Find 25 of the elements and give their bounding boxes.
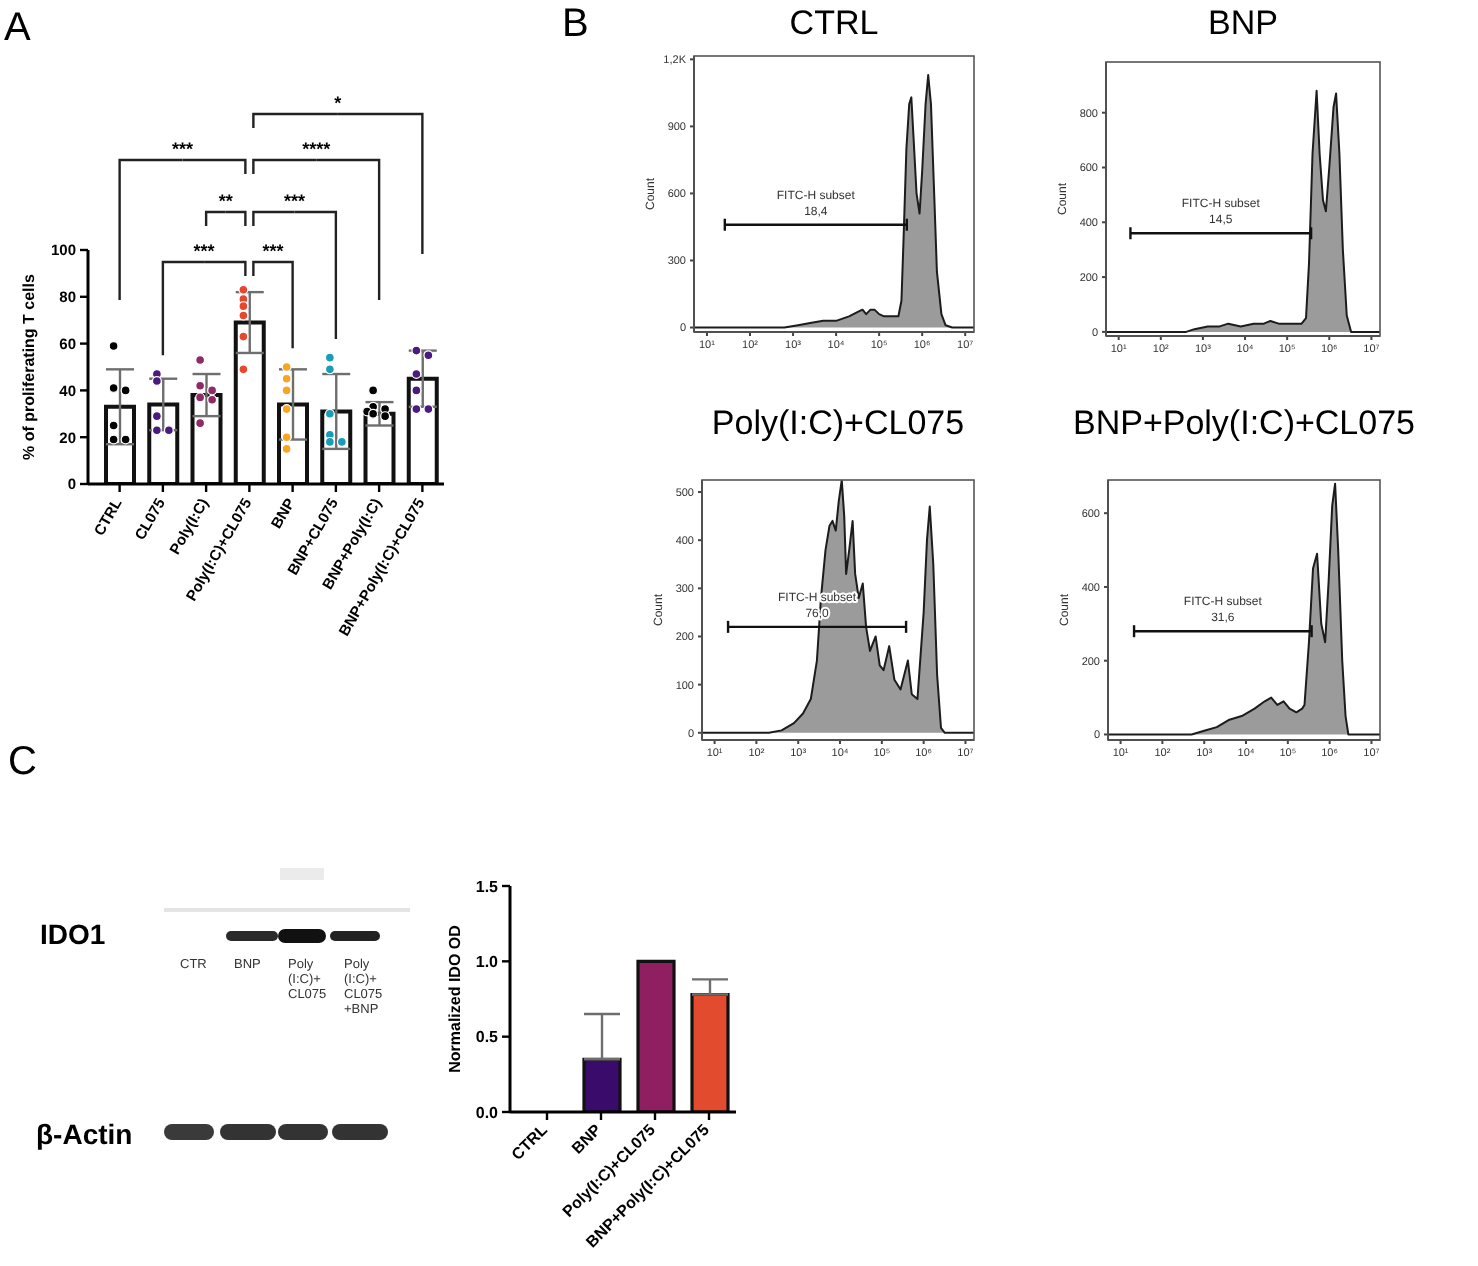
text: **: [218, 191, 234, 211]
y-tick-label: 1.0: [475, 953, 500, 972]
bar: [636, 959, 676, 1112]
chart-title: CTRL: [789, 4, 879, 42]
chart-title: Poly(I:C)+CL075: [711, 404, 965, 442]
text: A: [4, 6, 32, 50]
y-tick-label: 0.0: [475, 1103, 500, 1122]
text: ***: [284, 191, 307, 211]
text: IDO1: [40, 918, 106, 950]
text: ***: [171, 139, 194, 159]
chart-title: BNP+Poly(I:C)+CL075: [1072, 404, 1416, 442]
text: *: [334, 93, 343, 113]
chart-title: BNP: [1208, 4, 1278, 42]
y-tick-label: 0.5: [475, 1028, 500, 1047]
y-axis-title: % of proliferating T cells: [20, 273, 38, 460]
text: β-Actin: [36, 1118, 133, 1150]
text: ****: [302, 139, 332, 159]
y-axis-title: Normalized IDO OD: [446, 924, 464, 1073]
annotation: ***: [262, 241, 285, 261]
text: C: [8, 740, 37, 784]
y-tick-label: 1.5: [475, 877, 500, 896]
annotation: ***: [193, 241, 216, 261]
bar: [582, 1057, 622, 1112]
text: B: [562, 2, 589, 46]
bar: [690, 992, 730, 1112]
